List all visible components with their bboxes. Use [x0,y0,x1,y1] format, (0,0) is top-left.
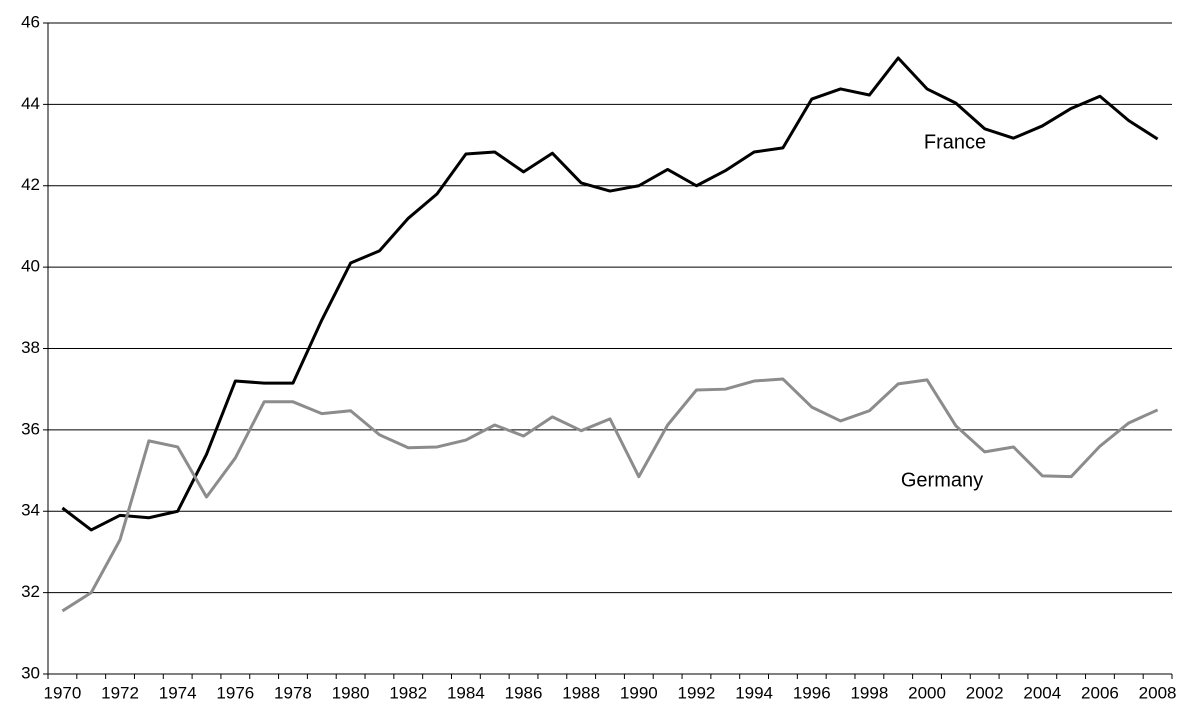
y-tick-label: 30 [21,663,40,682]
x-tick-label: 1978 [274,683,312,702]
x-tick-label: 1992 [678,683,716,702]
y-tick-label: 44 [21,94,40,113]
x-tick-label: 2002 [966,683,1004,702]
y-tick-label: 38 [21,338,40,357]
y-tick-label: 42 [21,175,40,194]
y-tick-label: 36 [21,419,40,438]
x-tick-label: 2004 [1023,683,1061,702]
x-tick-label: 1984 [447,683,485,702]
series-label: Germany [901,469,983,491]
series-label: France [924,131,986,153]
x-tick-label: 1982 [389,683,427,702]
y-tick-label: 34 [21,501,40,520]
y-tick-label: 46 [21,12,40,31]
series-line [61,56,1159,532]
x-tick-label: 2008 [1139,683,1177,702]
x-tick-label: 1988 [562,683,600,702]
x-tick-label: 2006 [1081,683,1119,702]
series-line [61,377,1159,613]
x-tick-label: 1994 [735,683,773,702]
x-tick-label: 2000 [908,683,946,702]
x-tick-label: 1998 [850,683,888,702]
y-tick-label: 32 [21,582,40,601]
y-tick-label: 40 [21,257,40,276]
x-tick-label: 1972 [101,683,139,702]
x-tick-label: 1970 [43,683,81,702]
x-tick-label: 1990 [620,683,658,702]
x-tick-label: 1974 [159,683,197,702]
x-tick-label: 1986 [505,683,543,702]
x-tick-label: 1996 [793,683,831,702]
x-tick-label: 1976 [216,683,254,702]
x-tick-label: 1980 [332,683,370,702]
